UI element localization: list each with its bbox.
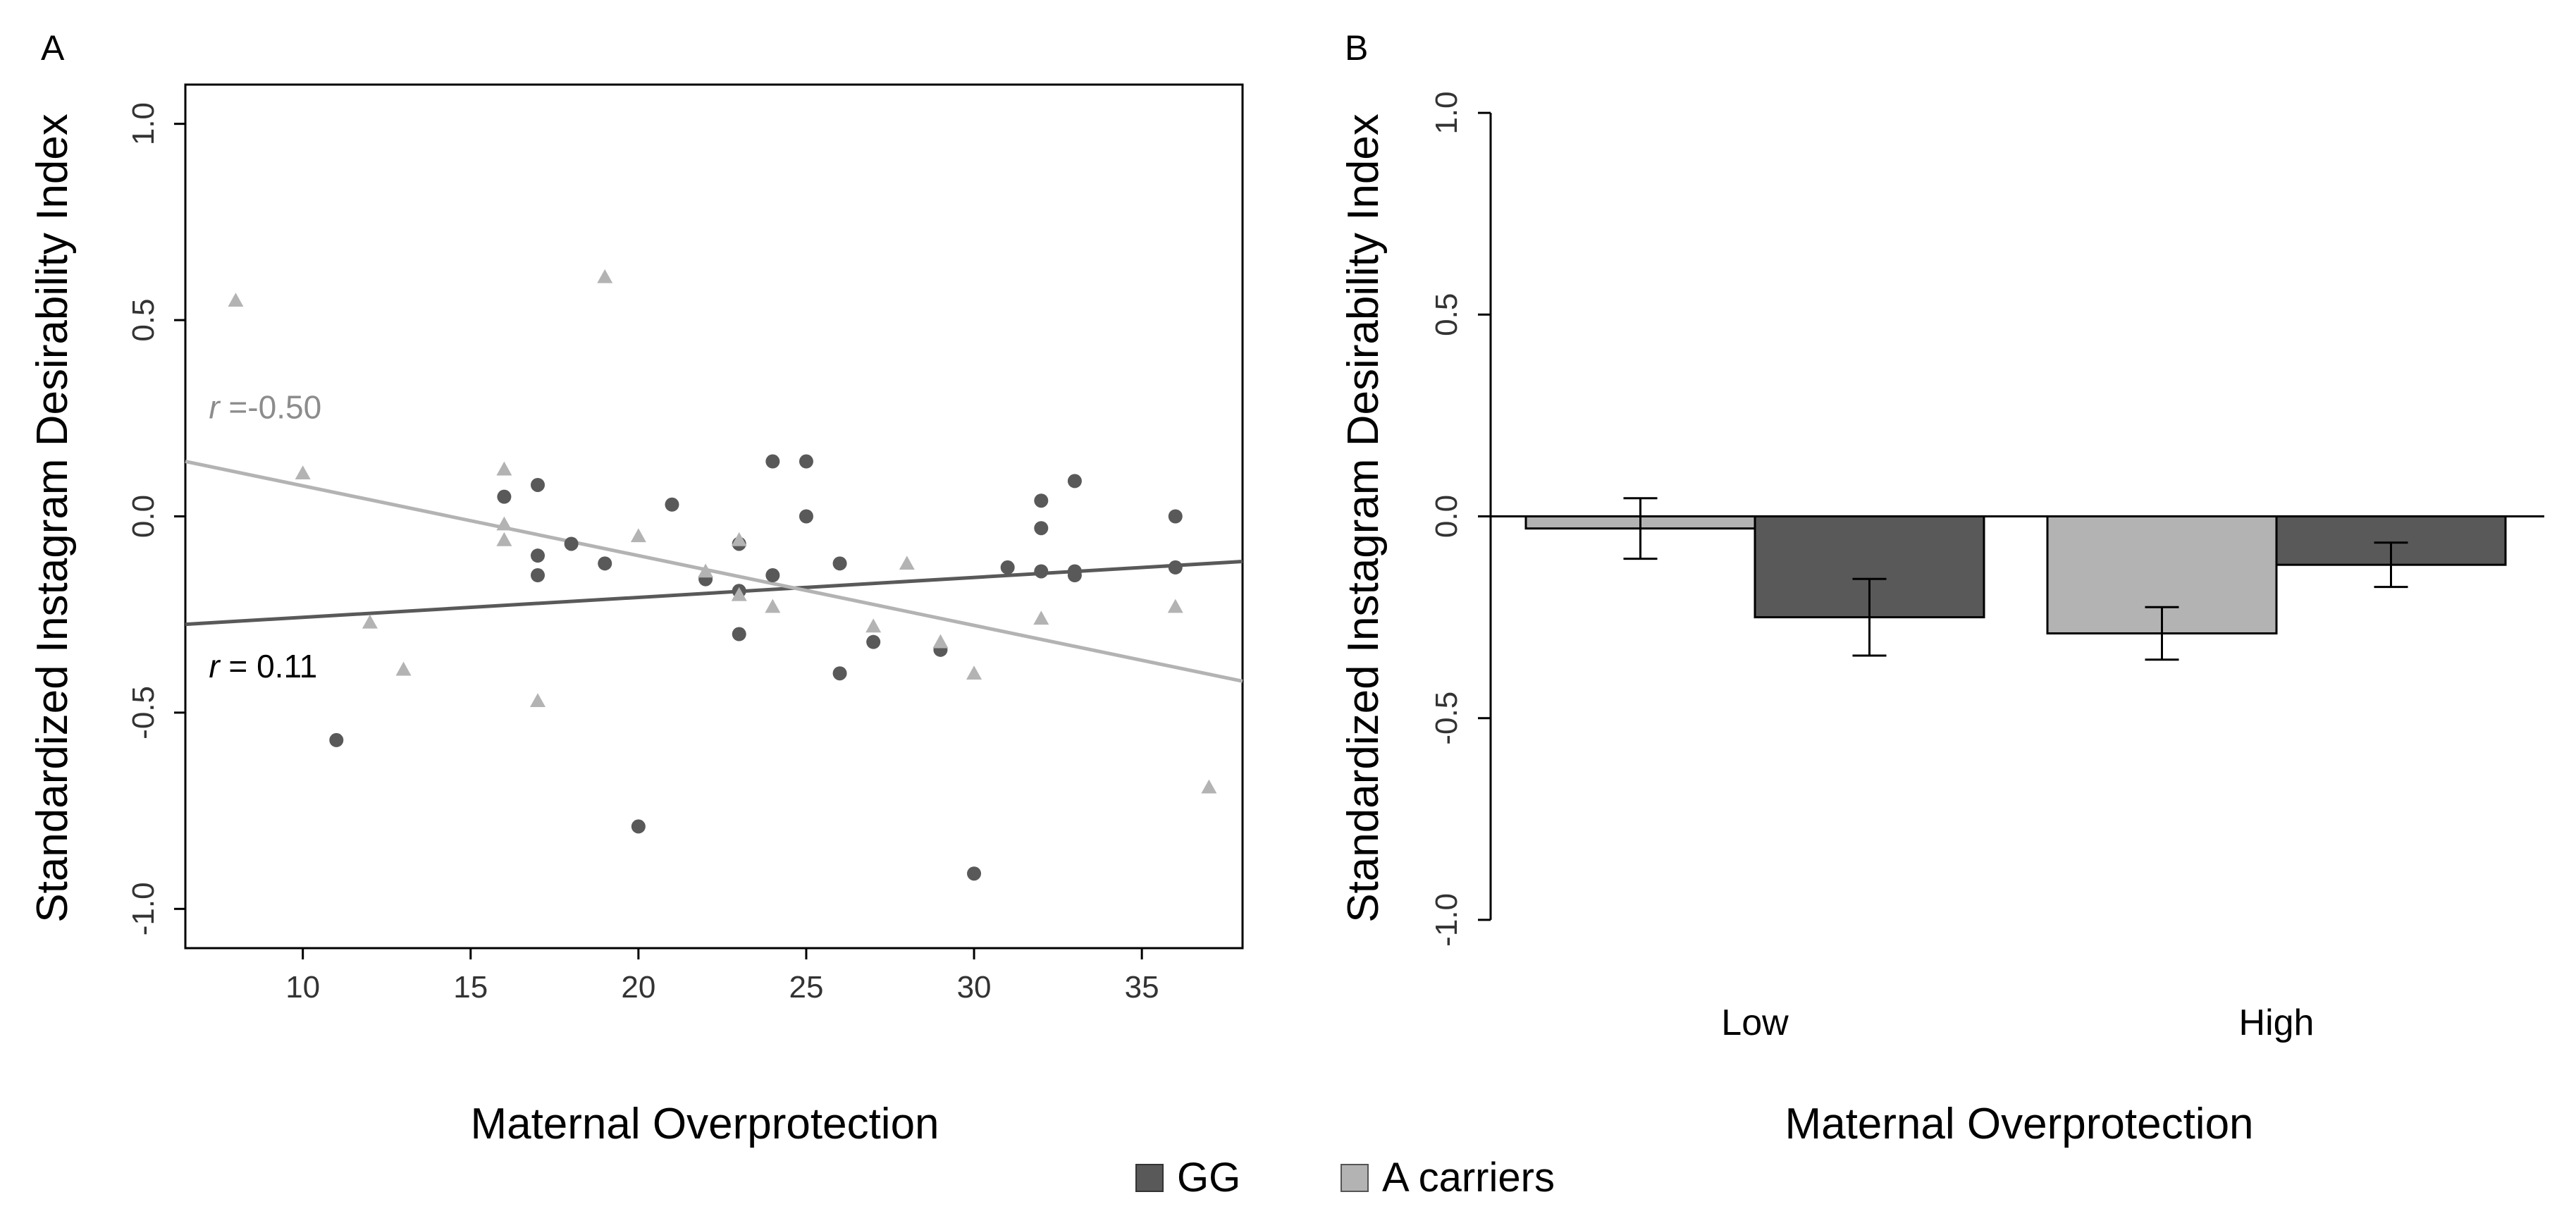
point-a-carriers — [765, 598, 781, 613]
y-tick-label: -1.0 — [1429, 893, 1464, 947]
point-gg — [497, 489, 512, 504]
point-gg — [967, 866, 982, 881]
y-tick-label: 0.5 — [1429, 293, 1464, 336]
point-a-carriers — [496, 516, 512, 531]
point-gg — [799, 454, 813, 469]
panel-a-x-axis-label: Maternal Overprotection — [470, 1100, 939, 1148]
point-gg — [832, 556, 847, 571]
point-gg — [1168, 560, 1183, 575]
point-gg — [765, 568, 780, 583]
x-tick-label: 35 — [1125, 970, 1159, 1005]
y-tick-label: 1.0 — [1429, 91, 1464, 134]
point-a-carriers — [530, 693, 546, 708]
category-label-low: Low — [1721, 1002, 1789, 1043]
panel-b-error-bars — [1623, 497, 2408, 661]
panel-a-points — [228, 269, 1217, 881]
panel-b-y-axis-label: Standardized Instagram Desirability Inde… — [1339, 113, 1388, 923]
fit-line-a-carriers — [185, 460, 1243, 683]
point-a-carriers — [228, 293, 244, 307]
point-a-carriers — [932, 634, 949, 649]
panel-b-label: B — [1345, 28, 1368, 68]
panel-b: B -1.0 -0.5 0.0 0.5 1.0 Low High Maternal Ove… — [1339, 28, 2544, 1148]
panel-a-fit-lines — [185, 460, 1243, 683]
legend-swatch-a-carriers — [1341, 1164, 1369, 1192]
legend: GG A carriers — [1135, 1155, 1555, 1201]
panel-b-y-axis: -1.0 -0.5 0.0 0.5 1.0 — [1429, 91, 1492, 947]
point-gg — [832, 666, 847, 681]
point-a-carriers — [731, 532, 747, 546]
category-label-high: High — [2239, 1002, 2315, 1043]
point-gg — [665, 497, 679, 512]
y-tick-label: -1.0 — [126, 882, 161, 935]
panel-a: A 10 15 20 25 30 35 -1.0 -0.5 0.0 0.5 1.0 r = 0.1… — [28, 28, 1244, 1148]
point-a-carriers — [865, 618, 882, 633]
panel-a-y-axis-label: Standardized Instagram Desirability Inde… — [28, 113, 77, 923]
panel-b-bars — [1524, 515, 2507, 635]
point-gg — [598, 556, 612, 571]
point-gg — [564, 536, 579, 551]
point-a-carriers — [630, 528, 646, 543]
x-tick-label: 25 — [789, 970, 823, 1005]
point-gg — [1034, 564, 1049, 579]
point-gg — [765, 454, 780, 469]
point-a-carriers — [698, 563, 714, 578]
y-tick-label: 0.0 — [126, 495, 161, 538]
legend-swatch-gg — [1135, 1164, 1164, 1192]
point-a-carriers — [496, 532, 512, 546]
legend-label-a-carriers: A carriers — [1382, 1155, 1555, 1201]
point-gg — [1067, 568, 1082, 583]
y-tick-label: 0.5 — [126, 299, 161, 342]
panel-a-y-axis: -1.0 -0.5 0.0 0.5 1.0 — [126, 102, 185, 935]
y-tick-label: 1.0 — [126, 102, 161, 145]
point-a-carriers — [899, 555, 915, 570]
annotation-r-gg: r = 0.11 — [209, 648, 317, 684]
point-a-carriers — [496, 461, 512, 476]
point-a-carriers — [597, 269, 613, 283]
point-a-carriers — [1201, 779, 1217, 794]
point-a-carriers — [362, 614, 378, 629]
point-gg — [531, 548, 545, 563]
y-tick-label: -0.5 — [126, 686, 161, 739]
x-tick-label: 20 — [621, 970, 655, 1005]
point-a-carriers — [295, 465, 311, 480]
point-a-carriers — [395, 661, 412, 676]
annotation-r-a-carriers: r =-0.50 — [209, 388, 321, 425]
x-tick-label: 15 — [453, 970, 488, 1005]
point-gg — [631, 819, 646, 834]
legend-label-gg: GG — [1177, 1155, 1240, 1201]
point-gg — [1067, 474, 1082, 489]
panel-b-x-axis-label: Maternal Overprotection — [1785, 1100, 2253, 1148]
point-gg — [1034, 521, 1049, 536]
x-tick-label: 30 — [957, 970, 992, 1005]
point-gg — [866, 634, 881, 649]
y-tick-label: -0.5 — [1429, 692, 1464, 745]
point-a-carriers — [966, 665, 982, 680]
point-gg — [1000, 560, 1015, 575]
panel-b-category-labels: Low High — [1721, 1002, 2314, 1043]
point-a-carriers — [1033, 610, 1049, 625]
panel-a-label: A — [41, 28, 65, 68]
panel-a-x-axis: 10 15 20 25 30 35 — [285, 948, 1159, 1005]
point-gg — [799, 509, 813, 524]
point-a-carriers — [731, 587, 747, 601]
point-gg — [1034, 493, 1049, 508]
x-tick-label: 10 — [285, 970, 320, 1005]
point-gg — [1168, 509, 1183, 524]
fit-line-gg — [185, 560, 1243, 627]
point-gg — [531, 477, 545, 492]
y-tick-label: 0.0 — [1429, 495, 1464, 538]
point-gg — [732, 627, 746, 641]
point-gg — [531, 568, 545, 583]
point-gg — [329, 732, 344, 747]
point-a-carriers — [1167, 598, 1183, 613]
